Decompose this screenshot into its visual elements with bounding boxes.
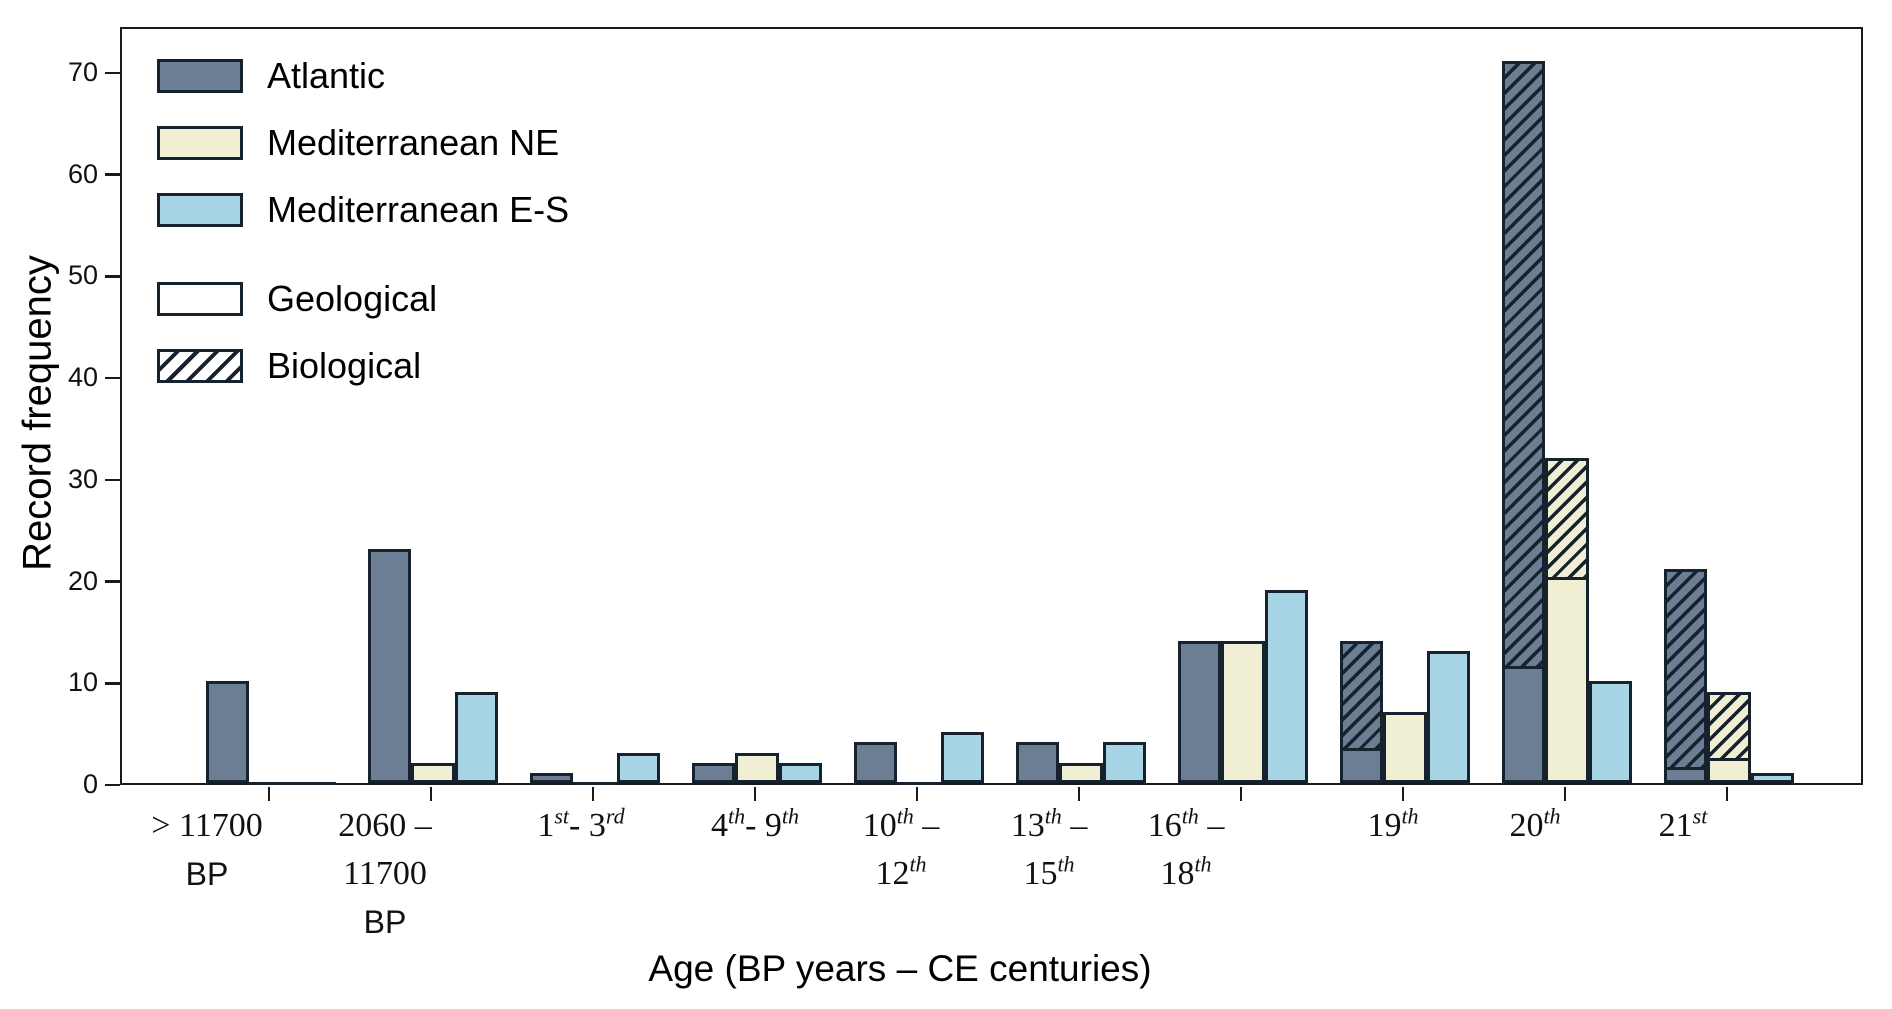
bar-atlantic [1016,742,1060,783]
legend-label-geological: Geological [267,278,438,319]
y-tick-label: 30 [67,463,98,494]
y-tick-mark [105,478,120,482]
bar-mediterranean-ne [1545,457,1589,783]
bar-mediterranean-e-s [1264,589,1308,783]
x-tick-label: 1st- 3rd [537,803,625,844]
biological-hatch-segment [1667,572,1705,771]
bar-mediterranean-ne [411,762,455,783]
x-tick-label: 13th –15th [1010,803,1088,892]
plot-area: Atlantic Mediterranean NE Mediterranean … [120,27,1863,785]
x-tick-mark [267,787,271,801]
legend-swatch-geological [157,282,243,316]
x-axis-title: Age (BP years – CE centuries) [648,948,1152,989]
bar-mediterranean-ne [1707,691,1751,783]
y-tick-mark [105,275,120,278]
bar-atlantic [1340,640,1384,783]
x-tick-label: > 11700 BP [151,807,263,892]
y-tick-label: 10 [67,667,98,698]
bar-mediterranean-ne [1383,711,1427,783]
y-tick-mark [105,173,120,176]
x-tick-mark [591,787,595,801]
y-tick-label: 70 [67,57,98,88]
zero-height-bar [897,781,941,785]
bar-mediterranean-e-s [1750,772,1794,783]
x-tick-mark [915,787,919,801]
legend: Atlantic Mediterranean NE Mediterranean … [157,55,569,416]
bar-mediterranean-e-s [778,762,822,783]
legend-entry-atlantic: Atlantic [157,55,569,96]
legend-label-biological: Biological [267,345,422,386]
x-tick-mark [1563,787,1567,801]
x-tick-mark [429,787,433,801]
bar-atlantic [530,772,574,783]
x-tick-mark [1239,787,1243,801]
bar-atlantic [1502,60,1546,783]
x-tick-mark [1077,787,1081,801]
y-tick-label: 0 [82,769,98,799]
legend-swatch-mediterranean-es [157,193,243,227]
biological-hatch-segment [1343,643,1381,751]
bar-atlantic [692,762,736,783]
bar-atlantic [368,549,412,783]
legend-entry-geological: Geological [157,278,569,319]
bar-atlantic [1178,640,1222,783]
x-tick-mark [1401,787,1405,801]
legend-label-mediterranean-ne: Mediterranean NE [267,122,560,163]
y-tick-label: 60 [67,158,98,189]
legend-label-atlantic: Atlantic [267,55,386,96]
legend-swatch-biological-hatch [157,349,243,383]
legend-swatch-atlantic [157,59,243,93]
y-tick-mark [105,783,120,787]
bar-mediterranean-ne [1221,640,1265,783]
y-axis-title: Record frequency [15,255,60,571]
bar-mediterranean-ne [735,752,779,783]
legend-entry-mediterranean-es: Mediterranean E-S [157,189,569,230]
bar-mediterranean-e-s [1588,681,1632,783]
bar-mediterranean-e-s [1102,742,1146,783]
legend-label-mediterranean-es: Mediterranean E-S [267,189,570,230]
bar-mediterranean-ne [1059,762,1103,783]
y-tick-mark [105,682,120,685]
bar-atlantic [854,742,898,783]
bar-atlantic [1664,569,1708,783]
zero-height-bar [249,781,293,785]
legend-entry-biological: Biological [157,345,569,386]
bar-mediterranean-e-s [940,732,984,783]
x-tick-label: 2060 –11700 BP [338,807,432,940]
biological-hatch-segment [1548,460,1586,581]
bar-atlantic [206,681,250,783]
y-tick-mark [105,376,120,380]
x-tick-label: 16th –18th [1147,803,1225,892]
legend-swatch-mediterranean-ne [157,126,243,160]
y-tick-label: 40 [67,362,98,393]
x-tick-label: 20th [1509,803,1561,844]
zero-height-bar [573,781,617,785]
x-tick-mark [753,787,757,801]
zero-height-bar [292,781,336,785]
bar-mediterranean-e-s [454,691,498,783]
biological-hatch-segment [1710,694,1748,761]
x-tick-mark [1725,787,1729,801]
y-tick-label: 50 [67,260,98,291]
x-tick-label: 19th [1367,803,1419,844]
y-tick-mark [105,580,120,583]
x-tick-label: 10th –12th [862,803,940,892]
bar-mediterranean-e-s [616,752,660,783]
biological-hatch-segment [1505,63,1543,670]
y-tick-label: 20 [67,565,98,596]
x-tick-label: 4th- 9th [710,803,800,844]
y-tick-mark [105,71,120,75]
legend-entry-mediterranean-ne: Mediterranean NE [157,122,569,163]
bar-mediterranean-e-s [1426,650,1470,783]
x-tick-label: 21st [1658,803,1708,844]
